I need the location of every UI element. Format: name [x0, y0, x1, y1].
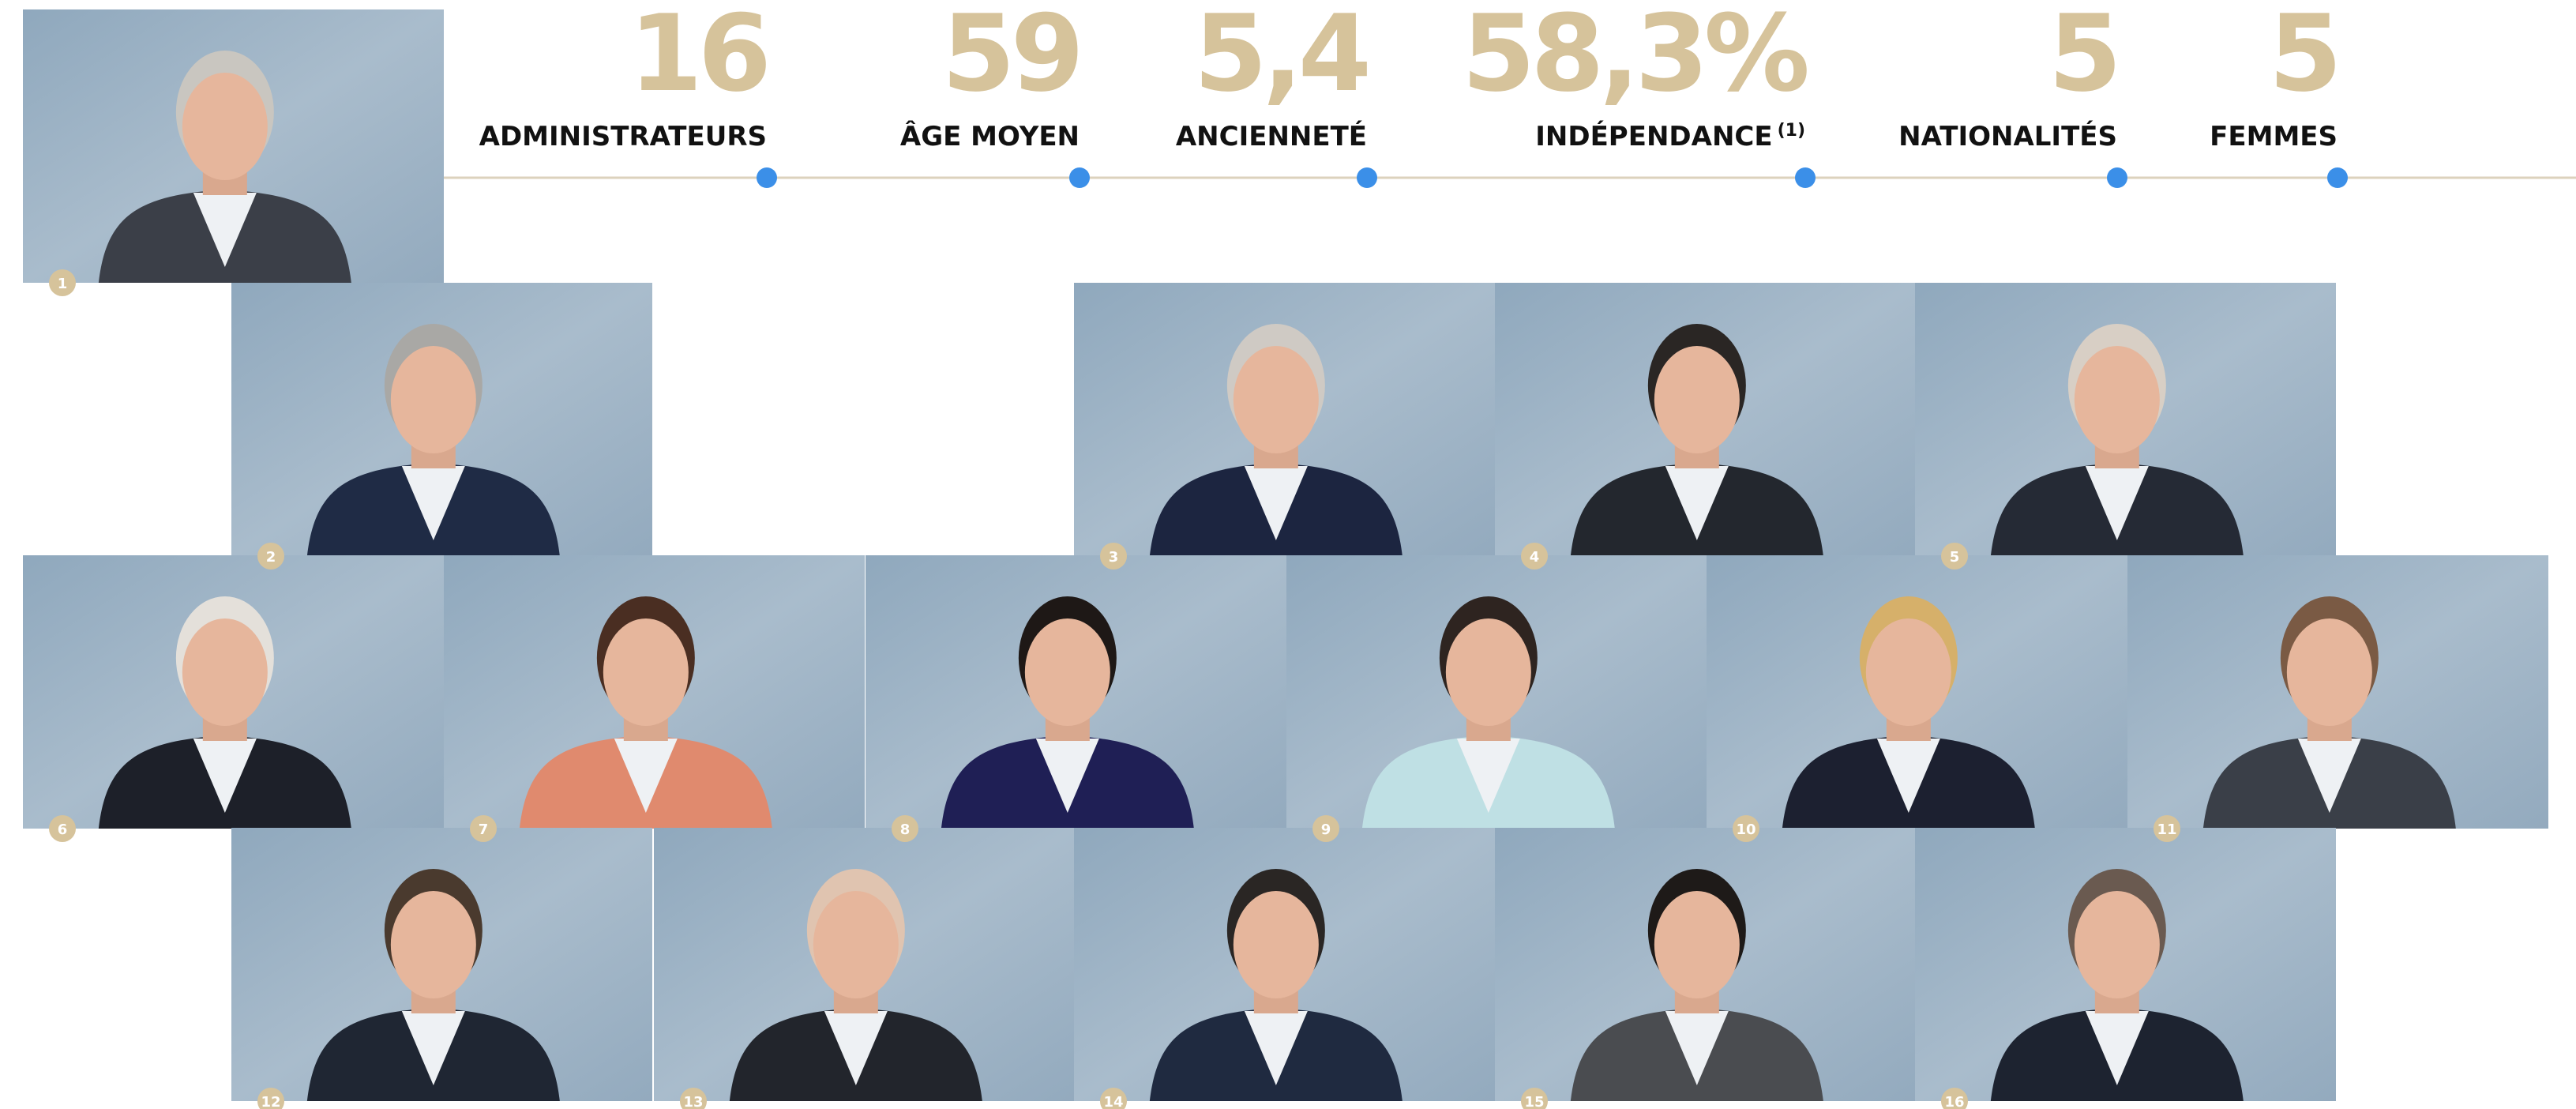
stat-label: NATIONALITÉS: [1898, 120, 2117, 152]
portrait-face: [2075, 346, 2160, 453]
portrait: [1286, 555, 1707, 829]
portrait: [1495, 828, 1916, 1101]
portrait-face: [182, 73, 268, 180]
portrait-face: [182, 618, 268, 726]
portrait-number: 12: [261, 1094, 280, 1109]
portrait-face: [2287, 618, 2372, 726]
portrait-number: 10: [1736, 821, 1756, 838]
timeline-dot: [1795, 167, 1816, 188]
page: {"stats": [ {"value": "16", "label": "AD…: [0, 0, 2576, 1109]
portrait-number: 14: [1103, 1094, 1123, 1109]
portrait-number: 3: [1109, 549, 1119, 566]
portrait-face: [1654, 346, 1740, 453]
portrait: [231, 828, 652, 1101]
stat-value: 58,3%: [1462, 0, 1808, 115]
portrait-number: 5: [1950, 549, 1960, 566]
portrait-face: [391, 891, 476, 998]
stat-value: 59: [942, 0, 1080, 115]
portrait-face: [1234, 891, 1319, 998]
portrait: [1074, 283, 1495, 556]
portrait-face: [1654, 891, 1740, 998]
portrait: [866, 555, 1286, 829]
portrait-number: 16: [1944, 1094, 1964, 1109]
stat-value: 5: [2269, 0, 2338, 115]
portrait: [1915, 828, 2336, 1101]
stat-label: FEMMES: [2210, 121, 2338, 152]
portrait: [1915, 283, 2336, 556]
stat-value: 5,4: [1194, 0, 1368, 115]
portrait-face: [1234, 346, 1319, 453]
timeline-dot: [1069, 167, 1090, 188]
timeline-dot: [2327, 167, 2348, 188]
portrait: [1074, 828, 1495, 1101]
board-infographic: 16ADMINISTRATEURS59ÂGE MOYEN5,4ANCIENNET…: [0, 0, 2576, 1109]
portrait-number: 6: [58, 821, 68, 838]
portrait: [1495, 283, 1916, 556]
portrait: [231, 283, 652, 556]
portrait-number: 15: [1524, 1094, 1544, 1109]
stat-label: INDÉPENDANCE (1): [1535, 120, 1805, 152]
portrait: [444, 555, 865, 829]
stat-label: ADMINISTRATEURS: [479, 121, 767, 152]
timeline-dot: [2107, 167, 2127, 188]
portrait: [1707, 555, 2127, 829]
portrait: [23, 555, 444, 829]
stat-label: ÂGE MOYEN: [900, 120, 1080, 152]
portrait-face: [603, 618, 689, 726]
stat-footnote: (1): [1778, 121, 1805, 141]
portrait-number: 8: [900, 821, 911, 838]
portrait-number: 4: [1530, 549, 1540, 566]
timeline-dot: [757, 167, 777, 188]
portrait-number: 13: [683, 1094, 703, 1109]
portrait: [23, 9, 444, 283]
portrait-face: [1446, 618, 1531, 726]
portrait-number: 1: [58, 276, 68, 292]
portrait-number: 2: [266, 549, 276, 566]
portrait-number: 9: [1321, 821, 1331, 838]
portrait-number: 7: [479, 821, 489, 838]
portrait-face: [1866, 618, 1951, 726]
portrait-number: 11: [2157, 821, 2176, 838]
portrait: [2127, 555, 2548, 829]
timeline-dot: [1357, 167, 1377, 188]
stat-label-text: INDÉPENDANCE: [1535, 120, 1772, 152]
stat-value: 16: [629, 0, 767, 115]
portrait: [654, 828, 1075, 1101]
portrait-face: [813, 891, 899, 998]
portrait-face: [2075, 891, 2160, 998]
stat-value: 5: [2048, 0, 2117, 115]
portrait-face: [391, 346, 476, 453]
stat-label: ANCIENNETÉ: [1176, 120, 1367, 152]
portrait-face: [1025, 618, 1110, 726]
